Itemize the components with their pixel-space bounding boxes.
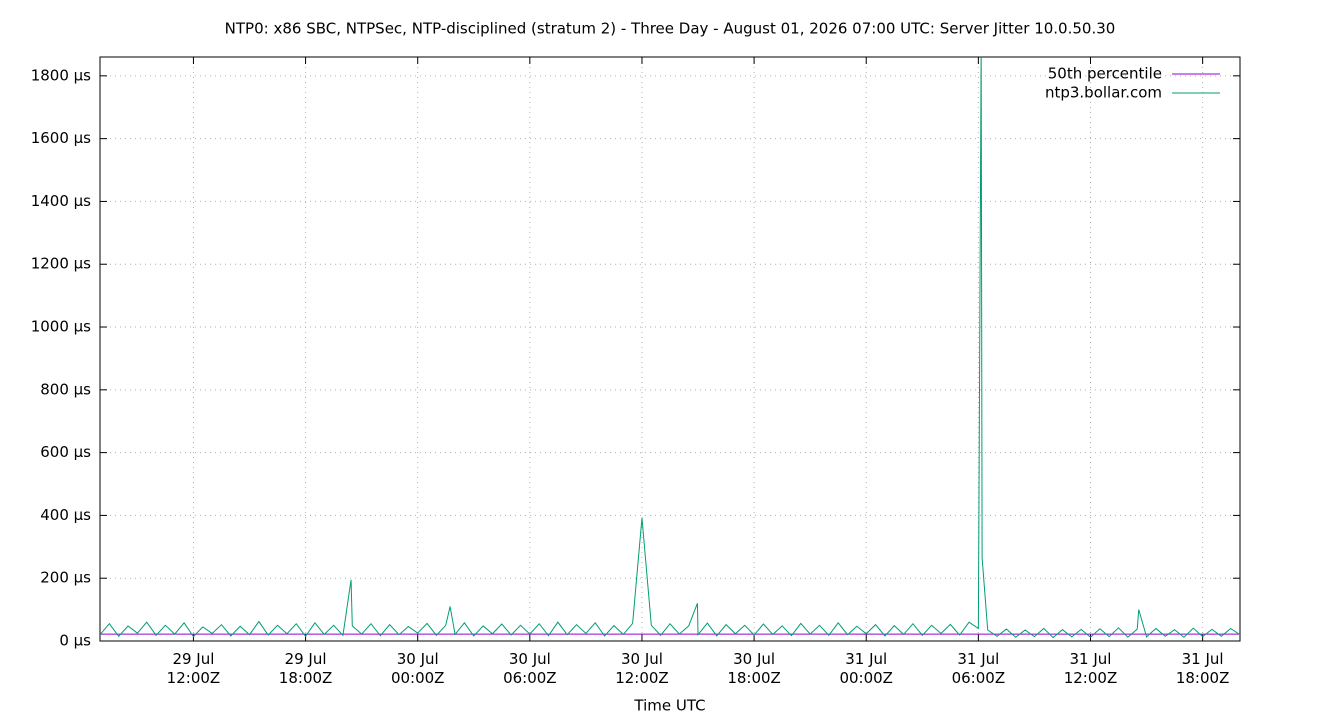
x-tick-label: 29 Jul 12:00Z: [166, 650, 221, 687]
x-axis-label: Time UTC: [633, 697, 705, 715]
y-tick-label: 600 µs: [40, 443, 91, 461]
y-tick-label: 1800 µs: [31, 66, 91, 84]
x-tick-label: 30 Jul 18:00Z: [727, 650, 781, 687]
x-tick-label: 31 Jul 12:00Z: [1063, 650, 1118, 687]
y-tick-label: 1600 µs: [31, 129, 91, 147]
legend-label: ntp3.bollar.com: [1045, 84, 1162, 102]
x-tick-label: 31 Jul 00:00Z: [839, 650, 893, 687]
x-tick-label: 31 Jul 18:00Z: [1175, 650, 1230, 687]
plot-frame: [99, 56, 1241, 642]
y-tick-label: 400 µs: [40, 506, 91, 524]
y-tick-label: 200 µs: [40, 569, 91, 587]
y-tick-label: 0 µs: [59, 632, 91, 650]
series-line: [100, 57, 1240, 639]
x-tick-label: 31 Jul 06:00Z: [951, 650, 1006, 687]
x-tick-label: 29 Jul 18:00Z: [278, 650, 333, 687]
y-tick-label: 800 µs: [40, 380, 91, 398]
y-tick-label: 1400 µs: [31, 192, 91, 210]
chart-title: NTP0: x86 SBC, NTPSec, NTP-disciplined (…: [225, 20, 1116, 38]
legend-label: 50th percentile: [1048, 65, 1162, 83]
y-tick-label: 1000 µs: [31, 318, 91, 336]
x-tick-label: 30 Jul 12:00Z: [615, 650, 669, 687]
x-tick-label: 30 Jul 06:00Z: [503, 650, 557, 687]
x-tick-label: 30 Jul 00:00Z: [390, 650, 445, 687]
y-tick-label: 1200 µs: [31, 255, 91, 273]
